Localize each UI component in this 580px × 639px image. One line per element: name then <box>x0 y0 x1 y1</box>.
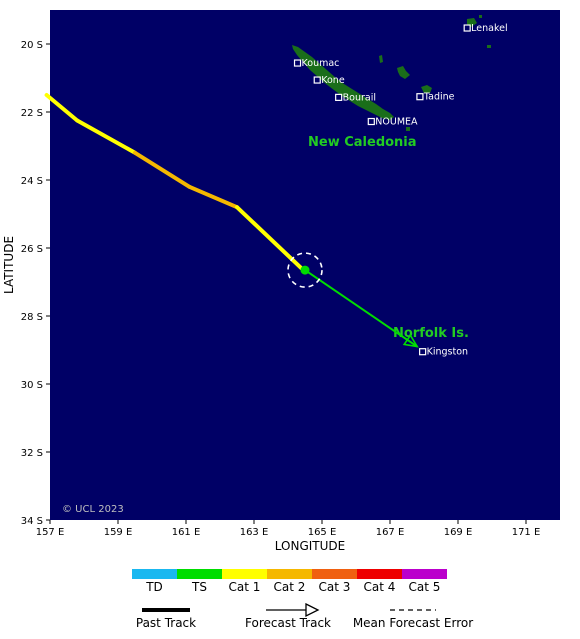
lon-tick-label: 165 E <box>308 527 337 538</box>
place-label: Koumac <box>302 58 340 69</box>
place-marker <box>367 117 375 126</box>
land-masses <box>292 15 491 131</box>
isle-of-pines <box>406 127 410 131</box>
lat-tick-label: 30 S <box>21 380 43 391</box>
lon-tick-label: 171 E <box>512 527 541 538</box>
legend-swatch <box>222 569 267 579</box>
place-marker <box>419 348 427 356</box>
forecast-track <box>304 269 419 348</box>
forecast-arrowhead <box>402 333 419 348</box>
x-axis-title: LONGITUDE <box>275 539 345 553</box>
place-label: Lenakel <box>471 23 507 34</box>
place-label: Kingston <box>427 347 468 358</box>
lon-tick-label: 163 E <box>240 527 269 538</box>
legend-category-label: TD <box>145 580 163 594</box>
lon-tick-label: 167 E <box>376 527 405 538</box>
legend-swatch <box>267 569 312 579</box>
place-label: Bourail <box>343 92 376 103</box>
place-marker <box>293 59 302 67</box>
tanna-islet <box>479 15 482 18</box>
forecast-arrow-icon <box>305 602 320 618</box>
past-track-segment <box>133 150 192 189</box>
lat-tick-label: 20 S <box>21 40 43 51</box>
legend-category-label: Cat 2 <box>274 580 306 594</box>
place-marker <box>416 93 424 101</box>
new-caledonia-mainland <box>292 45 394 120</box>
past-track-legend-label: Past Track <box>136 616 196 630</box>
legend-swatch <box>402 569 447 579</box>
mean-forecast-error-circle <box>287 252 323 288</box>
place-marker <box>335 93 343 101</box>
current-position-marker <box>300 265 310 275</box>
place-marker <box>313 76 321 84</box>
lat-tick-label: 26 S <box>21 244 43 255</box>
place-marker <box>463 24 471 32</box>
loyalty-maré <box>421 85 432 93</box>
place-label: Kone <box>321 75 345 86</box>
lat-tick-label: 34 S <box>21 516 43 527</box>
forecast-track-line <box>304 269 418 348</box>
past-track-segment <box>187 184 239 210</box>
legend-swatch <box>357 569 402 579</box>
legend-category-label: Cat 1 <box>229 580 261 594</box>
map-area <box>50 10 560 520</box>
past-track-segment <box>235 205 304 271</box>
copyright-notice: © UCL 2023 <box>62 504 124 515</box>
past-track-segment <box>75 118 137 155</box>
lat-tick-label: 32 S <box>21 448 43 459</box>
lon-tick-label: 161 E <box>172 527 201 538</box>
place-label: Tadine <box>423 92 455 103</box>
forecast-track-legend-label: Forecast Track <box>245 616 331 630</box>
legend-category-label: Cat 3 <box>319 580 351 594</box>
place-label: NOUMEA <box>375 117 418 128</box>
loyalty-ouvea <box>379 55 383 63</box>
legend-swatch <box>312 569 357 579</box>
legend-swatch <box>132 569 177 579</box>
lat-tick-label: 28 S <box>21 312 43 323</box>
legend-category-label: Cat 4 <box>364 580 396 594</box>
past-track-segment <box>44 93 80 123</box>
lon-tick-label: 169 E <box>444 527 473 538</box>
lon-tick-label: 159 E <box>104 527 133 538</box>
y-axis-title: LATITUDE <box>2 236 16 294</box>
lon-tick-label: 157 E <box>36 527 65 538</box>
past-track <box>44 93 304 271</box>
loyalty-lifou <box>397 66 410 79</box>
legend-category-label: Cat 5 <box>409 580 441 594</box>
legend-category-label: TS <box>191 580 207 594</box>
aneityum-island <box>487 45 491 48</box>
latitude-ticks: 20 S 22 S 24 S 26 S 28 S 30 S 32 S 34 S <box>21 40 50 527</box>
track-style-legend: Past Track Forecast Track Mean Forecast … <box>136 602 473 630</box>
longitude-ticks: 157 E 159 E 161 E 163 E 165 E 167 E 169 E 171 E <box>36 520 541 538</box>
legend-swatch <box>177 569 222 579</box>
category-legend: TD TS Cat 1 Cat 2 Cat 3 Cat 4 Cat 5 <box>132 569 447 594</box>
lat-tick-label: 24 S <box>21 176 43 187</box>
mean-error-legend-label: Mean Forecast Error <box>353 616 473 630</box>
lat-tick-label: 22 S <box>21 108 43 119</box>
new-caledonia-label: New Caledonia <box>308 135 417 150</box>
place-markers: Lenakel Koumac Kone Bourail Tadine NOUMEA King… <box>293 23 508 358</box>
